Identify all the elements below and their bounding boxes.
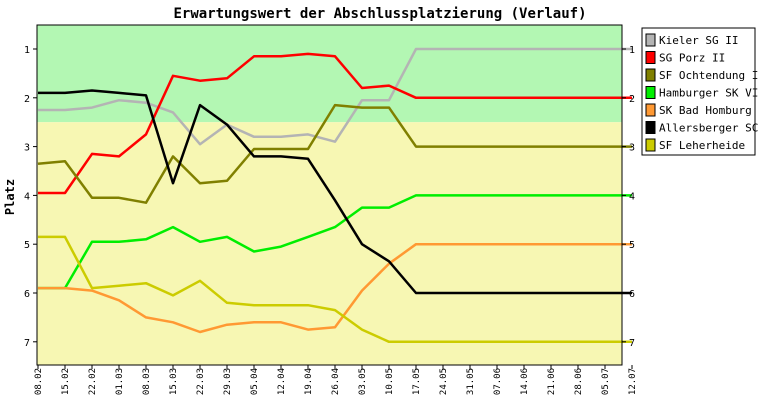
y-axis-left: 1 2 3 4 5 6 7 (24, 45, 37, 349)
y-axis-title: Platz (3, 179, 17, 215)
x-tick-label: 08.03 (142, 368, 152, 395)
x-tick-label: 14.06 (520, 368, 530, 395)
y-tick-label-right: 3 (629, 143, 635, 154)
x-tick-label: 19.04 (304, 368, 314, 395)
legend-label: SF Ochtendung I (659, 69, 758, 82)
y-tick-label-right: 2 (629, 94, 635, 105)
x-tick-label: 29.03 (223, 368, 233, 395)
x-tick-label: 07.06 (493, 368, 503, 395)
legend-swatch (645, 138, 656, 152)
legend-swatch (645, 86, 656, 99)
legend-swatch (645, 121, 656, 134)
legend: Kieler SG II SG Porz II SF Ochtendung I Ham… (641, 27, 758, 156)
x-tick-label: 21.06 (547, 368, 557, 395)
y-tick-label-left: 5 (24, 240, 30, 251)
series-line (38, 194, 632, 290)
x-tick-label: 22.03 (196, 368, 206, 395)
legend-label: Kieler SG II (659, 34, 738, 47)
x-tick-label: 31.05 (466, 368, 476, 395)
x-tick-label: 28.06 (574, 368, 584, 395)
series-line (38, 47, 632, 146)
y-tick-label-left: 7 (24, 338, 30, 349)
legend-swatch (645, 51, 656, 64)
y-tick-label-right: 7 (629, 338, 635, 349)
legend-label: Allersberger SC (659, 122, 758, 135)
series-line (37, 103, 632, 204)
series-line (38, 235, 632, 344)
y-tick-label-right: 5 (629, 240, 635, 251)
background-band (37, 25, 622, 123)
legend-label: SF Leherheide (659, 139, 745, 152)
series-line (38, 52, 632, 195)
x-axis: 08.02 15.02 22.02 01.03 08.03 15.03 22.03 29.03… (34, 365, 638, 395)
y-tick-label-left: 4 (24, 191, 30, 202)
chart-title: Erwartungswert der Abschlussplatzierung … (173, 6, 586, 22)
x-tick-label: 05.07 (601, 368, 611, 395)
x-tick-label: 03.05 (358, 368, 368, 395)
legend-label: Hamburger SK VI (659, 87, 758, 100)
x-tick-label: 10.05 (385, 368, 395, 395)
y-tick-label-left: 1 (24, 45, 30, 56)
x-tick-label: 12.07 (628, 368, 638, 395)
y-axis-right: 1 2 3 4 5 6 7 (622, 45, 635, 349)
x-tick-label: 22.02 (88, 368, 98, 395)
x-tick-label: 26.04 (331, 368, 341, 395)
series-line (38, 89, 632, 295)
series-lines (37, 47, 632, 344)
x-tick-label: 12.04 (277, 368, 287, 395)
legend-swatch (645, 103, 656, 117)
y-tick-label-right: 6 (629, 289, 635, 300)
x-tick-label: 24.05 (439, 368, 449, 395)
y-tick-label-left: 3 (24, 143, 30, 154)
x-tick-label: 08.02 (34, 368, 44, 395)
x-tick-label: 01.03 (115, 368, 125, 395)
series-line (38, 242, 632, 334)
y-tick-label-left: 6 (24, 289, 30, 300)
legend-label: SK Bad Homburg (659, 104, 752, 117)
legend-box (641, 27, 756, 156)
legend-swatch (645, 68, 656, 82)
x-tick-label: 05.04 (250, 368, 260, 395)
y-tick-label-right: 4 (629, 191, 635, 202)
legend-swatch (645, 33, 656, 47)
x-tick-label: 17.05 (412, 368, 422, 395)
x-tick-label: 15.02 (61, 368, 71, 395)
legend-label: SG Porz II (659, 52, 725, 65)
y-tick-label-left: 2 (24, 94, 30, 105)
x-tick-label: 15.03 (169, 368, 179, 395)
y-tick-label-right: 1 (629, 45, 635, 56)
